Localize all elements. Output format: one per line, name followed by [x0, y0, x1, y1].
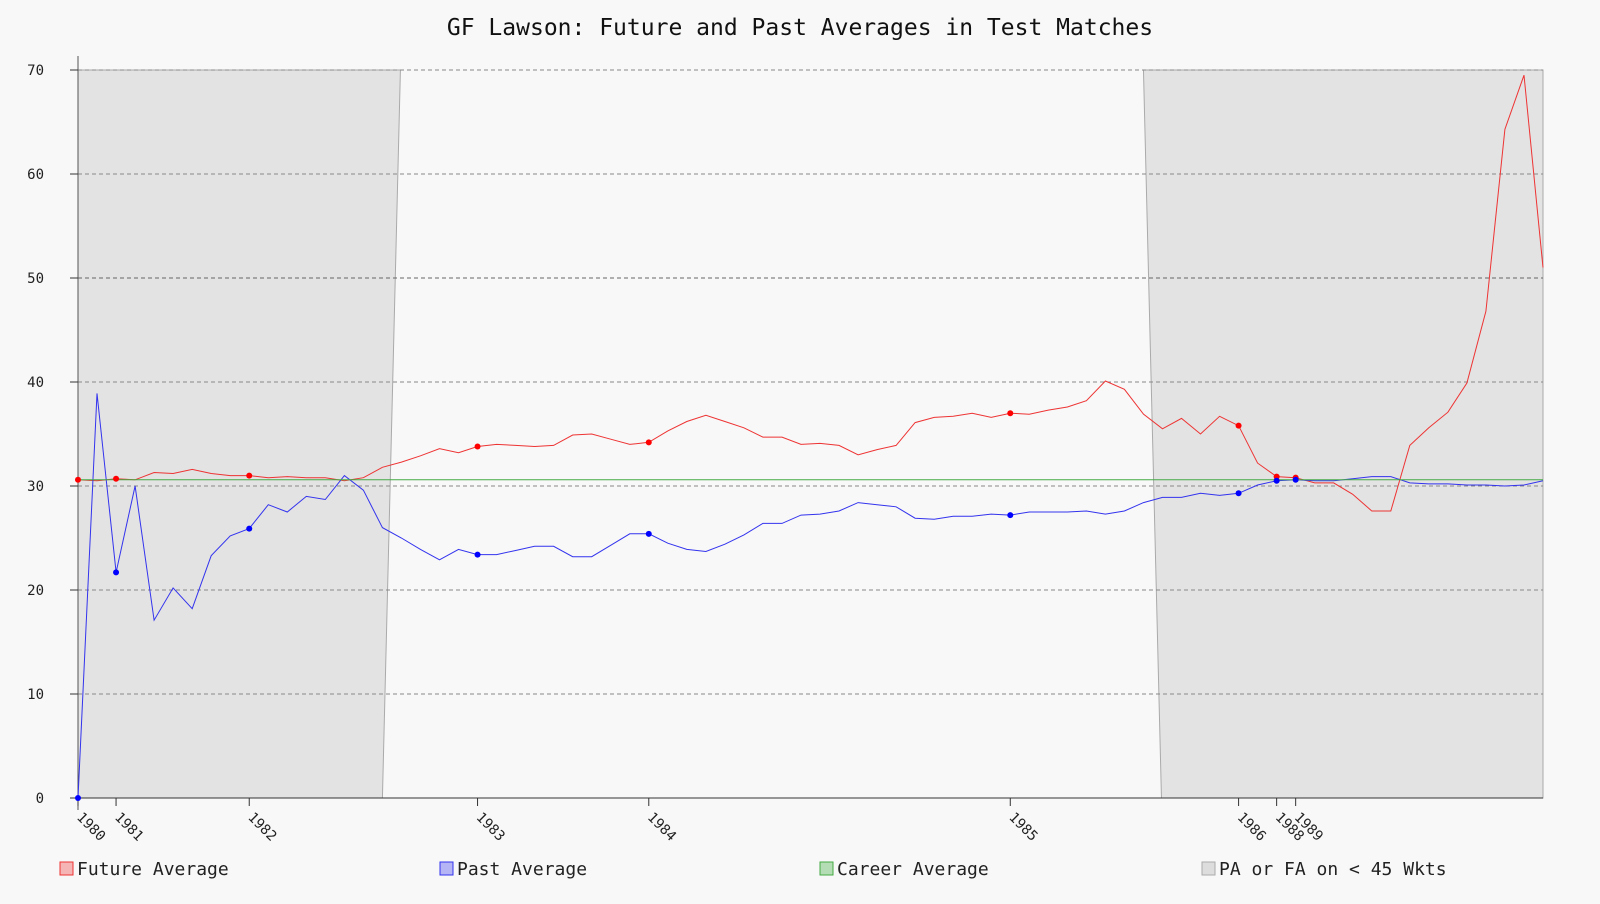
y-tick-label: 40 — [27, 375, 44, 391]
legend-item: Career Average — [819, 859, 989, 880]
shaded-region — [77, 69, 401, 799]
y-tick-label: 0 — [36, 791, 44, 807]
x-tick-label: 1983 — [473, 810, 508, 845]
gridlines — [78, 69, 1543, 695]
data-point — [75, 795, 81, 801]
data-point — [1235, 422, 1242, 429]
legend-item: Future Average — [59, 859, 229, 880]
legend-swatch — [439, 861, 454, 876]
data-point — [1007, 512, 1014, 519]
legend: Future Average Past Average Career Average… — [59, 859, 1447, 880]
shaded-region — [1142, 69, 1544, 799]
data-point — [645, 530, 652, 537]
legend-swatch — [59, 861, 74, 876]
y-tick-label: 50 — [27, 271, 44, 287]
y-tick-label: 30 — [27, 479, 44, 495]
data-point — [75, 476, 81, 483]
legend-label: Past Average — [457, 859, 587, 880]
x-tick-label: 1980 — [73, 810, 108, 845]
legend-swatch — [819, 861, 834, 876]
data-point — [113, 569, 120, 576]
data-point — [1292, 476, 1299, 483]
y-tick-label: 70 — [27, 63, 44, 79]
data-point — [113, 475, 120, 482]
legend-label: Future Average — [77, 859, 229, 880]
x-tick-label: 1985 — [1005, 810, 1040, 845]
legend-item: PA or FA on < 45 Wkts — [1201, 859, 1447, 880]
legend-label: PA or FA on < 45 Wkts — [1219, 859, 1447, 880]
series-line-future-average — [77, 75, 1544, 512]
x-tick-label: 1981 — [111, 810, 146, 845]
x-tick-label: 1982 — [244, 810, 279, 845]
data-point — [1007, 410, 1014, 417]
data-point — [1273, 477, 1280, 484]
y-tick-labels: 0 10 20 30 40 50 60 70 — [27, 63, 44, 807]
data-point — [474, 551, 481, 558]
data-point — [474, 443, 481, 450]
data-point — [246, 472, 253, 479]
x-tick-label: 1986 — [1234, 810, 1269, 845]
data-point — [1273, 473, 1280, 480]
data-point — [1235, 490, 1242, 497]
series-markers — [75, 410, 1299, 801]
x-tick-label: 1984 — [644, 810, 679, 845]
legend-swatch — [1201, 861, 1216, 876]
chart-title: GF Lawson: Future and Past Averages in T… — [447, 15, 1153, 41]
legend-item: Past Average — [439, 859, 587, 880]
y-tick-label: 10 — [27, 687, 44, 703]
data-point — [645, 439, 652, 446]
series-lines — [77, 75, 1544, 799]
data-point — [246, 525, 253, 532]
y-tick-label: 60 — [27, 167, 44, 183]
y-tick-label: 20 — [27, 583, 44, 599]
legend-label: Career Average — [837, 859, 989, 880]
shaded-regions — [77, 69, 1544, 799]
